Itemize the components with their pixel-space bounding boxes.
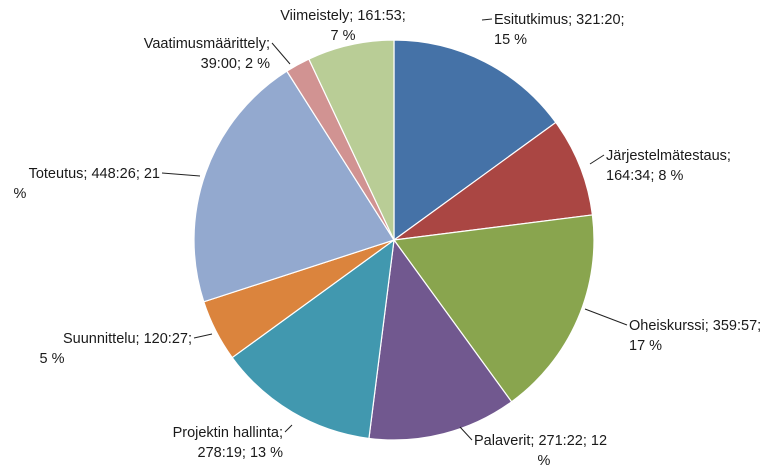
slice-label-line: Toteutus; 448:26; 21: [29, 166, 160, 182]
slice-label-line: 5 %: [40, 351, 65, 367]
pie-slice-viimeistely: [308, 39, 395, 241]
slice-label: Esitutkimus; 321:20; 15 %: [494, 12, 625, 48]
slice-label-line: %: [14, 186, 27, 202]
slice-label-line: Palaverit; 271:22; 12: [474, 433, 607, 449]
slice-label: Toteutus; 448:26; 21%: [14, 166, 160, 202]
leader-line: [284, 424, 293, 433]
slice-label-line: 164:34; 8 %: [606, 168, 683, 184]
slice-labels: Esitutkimus; 321:20; 15 % Järjestelmätesta…: [14, 8, 762, 469]
slice-label: Oheiskurssi; 359:57; 17 %: [629, 318, 761, 354]
leader-line: [459, 426, 473, 441]
slice-label: Viimeistely; 161:53; 7 %: [280, 8, 405, 44]
slice-label: Palaverit; 271:22; 12%: [474, 433, 607, 469]
slice-label-line: 17 %: [629, 338, 662, 354]
pie-slice-esitutkimus: [393, 39, 557, 242]
leader-lines: [161, 18, 628, 441]
slice-label-line: 39:00; 2 %: [201, 56, 270, 72]
slice-label-line: Viimeistely; 161:53;: [280, 8, 405, 24]
pie-slices: [193, 39, 595, 441]
pie-slice-järjestelmätestaus: [393, 121, 594, 241]
slice-label-line: Järjestelmätestaus;: [606, 148, 731, 164]
leader-line: [193, 333, 213, 339]
leader-line: [589, 154, 605, 165]
slice-label: Järjestelmätestaus; 164:34; 8 %: [606, 148, 731, 184]
slice-label-line: Esitutkimus; 321:20;: [494, 12, 625, 28]
slice-label-line: 7 %: [331, 28, 356, 44]
slice-label-line: Projektin hallinta;: [173, 425, 283, 441]
leader-line: [271, 42, 291, 65]
slice-label-line: %: [538, 453, 551, 469]
leader-line: [584, 308, 628, 326]
slice-label: Projektin hallinta; 278:19; 13 %: [173, 425, 284, 461]
slice-label-line: Vaatimusmäärittely;: [144, 36, 270, 52]
pie-slice-toteutus: [193, 70, 395, 303]
slice-label-line: Suunnittelu; 120:27;: [63, 331, 192, 347]
leader-line: [161, 172, 201, 177]
leader-line: [481, 18, 493, 21]
pie-slice-projektin-hallinta: [231, 238, 395, 440]
slice-label: Suunnittelu; 120:27; 5 %: [40, 331, 193, 367]
slice-label-line: Oheiskurssi; 359:57;: [629, 318, 761, 334]
slice-label: Vaatimusmäärittely; 39:00; 2 %: [144, 36, 270, 72]
pie-slice-palaverit: [368, 238, 513, 441]
pie-slice-oheiskurssi: [392, 214, 595, 403]
slice-label-line: 15 %: [494, 32, 527, 48]
slice-label-line: 278:19; 13 %: [198, 445, 284, 461]
